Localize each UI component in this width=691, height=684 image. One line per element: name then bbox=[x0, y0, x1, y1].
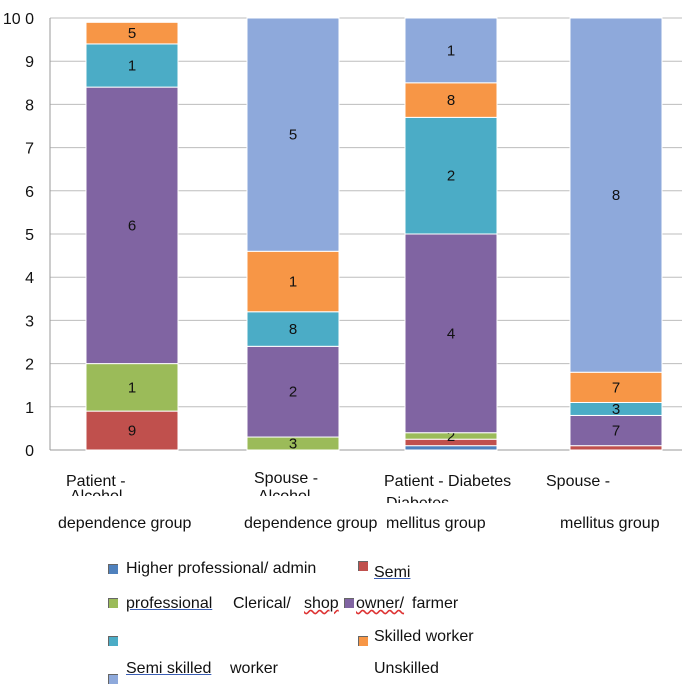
x-category-label: Spouse - bbox=[546, 473, 611, 490]
legend-semi-label: Semi bbox=[374, 564, 411, 581]
bar-segment bbox=[569, 17, 663, 373]
data-label: 8 bbox=[612, 187, 620, 204]
data-label: 5 bbox=[128, 25, 136, 42]
data-label: 3 bbox=[289, 436, 297, 453]
legend-swatch-higher-professional-icon bbox=[108, 564, 118, 574]
y-tick-label: 3 bbox=[25, 313, 34, 330]
data-label: 7 bbox=[612, 423, 620, 440]
x-category-label: mellitus group bbox=[560, 515, 660, 532]
bar-segment bbox=[85, 43, 179, 88]
y-tick-label: 6 bbox=[25, 184, 34, 201]
legend-semi-skilled-label: Semi skilled bbox=[126, 660, 212, 677]
x-category-label: Patient - Diabetes bbox=[384, 473, 512, 490]
x-category-label: dependence group bbox=[58, 515, 192, 532]
data-label: 8 bbox=[289, 321, 297, 338]
bar-segment bbox=[404, 116, 498, 235]
y-tick-label: 0 bbox=[25, 443, 34, 460]
legend-unskilled-label: Unskilled bbox=[374, 660, 439, 677]
x-category-label: Diabetes bbox=[386, 495, 449, 503]
data-label: 6 bbox=[128, 217, 136, 234]
legend-higher-professional-label: Higher professional/ admin bbox=[126, 560, 317, 577]
bar-segment bbox=[569, 371, 663, 403]
data-label: 1 bbox=[128, 58, 136, 75]
bar-segment bbox=[85, 363, 179, 412]
bar-segment bbox=[569, 414, 663, 447]
x-category-label: dependence group bbox=[244, 515, 378, 532]
legend-owner-label: owner/ bbox=[356, 595, 405, 612]
data-label: 3 bbox=[612, 401, 620, 418]
y-tick-label: 1 bbox=[25, 400, 34, 417]
bar-segment bbox=[404, 17, 498, 84]
legend-worker-label: worker bbox=[230, 660, 279, 677]
bar-segment bbox=[85, 86, 179, 365]
legend-professional-label: professional bbox=[126, 595, 213, 612]
data-label: 1 bbox=[128, 379, 136, 396]
data-label: 8 bbox=[447, 92, 455, 109]
legend-swatch-skilled-icon bbox=[108, 636, 118, 646]
data-label: 5 bbox=[289, 127, 297, 144]
bar-segment bbox=[246, 17, 340, 252]
data-label: 2 bbox=[447, 428, 455, 445]
bar-segment bbox=[404, 233, 498, 434]
bar-segment bbox=[569, 445, 663, 451]
data-label: 1 bbox=[447, 42, 455, 59]
data-label: 1 bbox=[289, 274, 297, 291]
data-label: 2 bbox=[447, 168, 455, 185]
y-tick-label: 7 bbox=[25, 141, 34, 158]
legend-swatch-semi-skilled-icon bbox=[358, 636, 368, 646]
legend-clerical-label: Clerical/ bbox=[233, 595, 291, 612]
x-category-label: Spouse - bbox=[254, 470, 319, 487]
y-tick-label: 10 0 bbox=[3, 11, 34, 28]
legend-swatch-unskilled-icon bbox=[108, 674, 118, 684]
x-category-label: Alcohol bbox=[70, 488, 122, 496]
legend-skilled-worker-label: Skilled worker bbox=[374, 628, 474, 645]
y-tick-label: 8 bbox=[25, 97, 34, 114]
legend-farmer-label: farmer bbox=[412, 595, 459, 612]
legend-swatch-purple-icon bbox=[344, 598, 354, 608]
x-category-label: Alcohol bbox=[258, 488, 310, 496]
x-category-label: mellitus group bbox=[386, 515, 486, 532]
y-tick-label: 9 bbox=[25, 54, 34, 71]
bar-segment bbox=[85, 21, 179, 45]
legend-swatch-clerical-icon bbox=[108, 598, 118, 608]
data-label: 7 bbox=[612, 379, 620, 396]
bar-segment bbox=[246, 345, 340, 438]
legend: Higher professional/ admin Semi professi… bbox=[108, 560, 528, 684]
chart-plot-area: 0 1 2 3 4 5 6 7 8 9 10 0 9 1 6 1 5 3 2 8 1 5 2 4 2 8 1 7 3 7 8 bbox=[3, 11, 682, 460]
y-tick-label: 5 bbox=[25, 227, 34, 244]
bar-segment bbox=[246, 250, 340, 313]
bar-segment bbox=[246, 311, 340, 347]
legend-shop-label: shop bbox=[304, 595, 339, 612]
y-tick-label: 4 bbox=[25, 270, 34, 287]
legend-swatch-semi-professional-icon bbox=[358, 561, 368, 571]
data-label: 9 bbox=[128, 423, 136, 440]
bar-segment bbox=[404, 82, 498, 118]
data-label: 4 bbox=[447, 325, 455, 342]
bar-segment bbox=[404, 445, 498, 451]
y-tick-label: 2 bbox=[25, 357, 34, 374]
x-category-label: Patient - bbox=[66, 473, 126, 490]
data-label: 2 bbox=[289, 384, 297, 401]
